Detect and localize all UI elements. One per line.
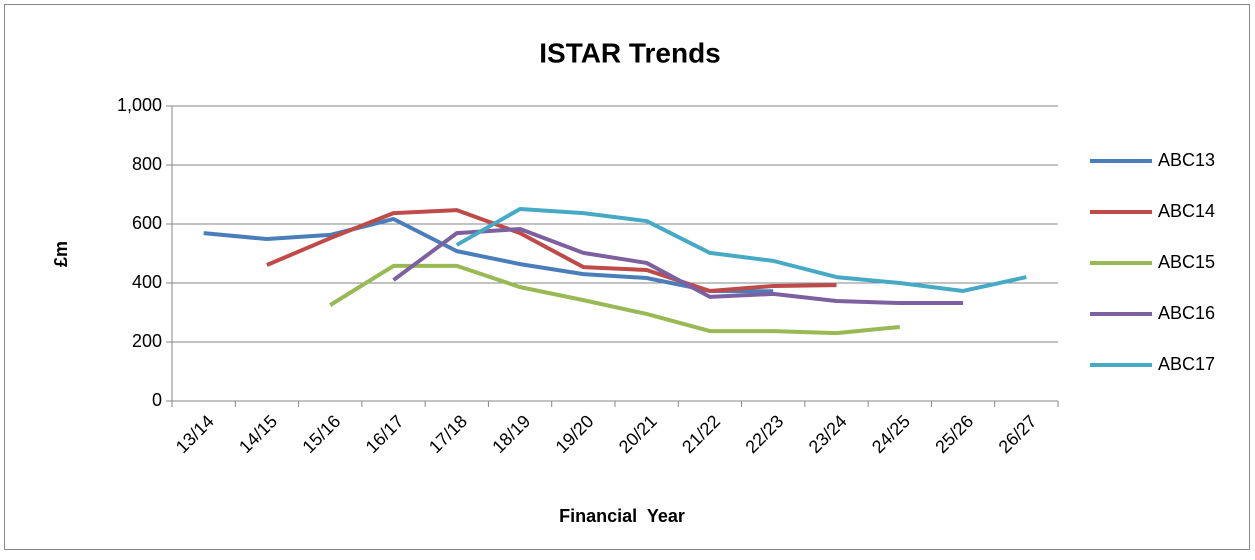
- y-tick-label: 1,000: [117, 95, 162, 115]
- legend-label: ABC14: [1158, 201, 1215, 221]
- series-line: [203, 216, 774, 294]
- legend-label: ABC15: [1158, 252, 1215, 272]
- y-tick-label: 200: [132, 331, 162, 351]
- y-tick-label: 800: [132, 154, 162, 174]
- y-tick-label: 400: [132, 272, 162, 292]
- y-axis-label: £m: [51, 241, 71, 267]
- legend-label: ABC17: [1158, 354, 1215, 374]
- series-line: [329, 263, 900, 336]
- legend-label: ABC16: [1158, 303, 1215, 323]
- legend-label: ABC13: [1158, 150, 1215, 170]
- series-line: [455, 206, 1027, 293]
- y-tick-label: 600: [132, 213, 162, 233]
- x-axis-label: Financial Year: [559, 506, 685, 526]
- y-tick-label: 0: [152, 390, 162, 410]
- chart-title: ISTAR Trends: [539, 37, 721, 68]
- series-line: [392, 227, 964, 306]
- series-line: [266, 208, 837, 293]
